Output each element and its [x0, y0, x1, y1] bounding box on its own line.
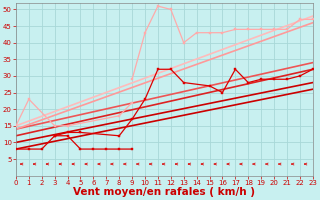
X-axis label: Vent moyen/en rafales ( km/h ): Vent moyen/en rafales ( km/h ) [73, 187, 255, 197]
